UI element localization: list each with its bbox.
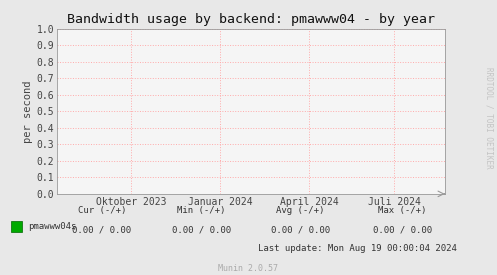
Text: pmawww04s: pmawww04s [28,222,76,231]
Text: 0.00 / 0.00: 0.00 / 0.00 [172,225,231,234]
Text: Max (-/+): Max (-/+) [378,206,427,215]
Text: 0.00 / 0.00: 0.00 / 0.00 [271,225,330,234]
Text: Avg (-/+): Avg (-/+) [276,206,325,215]
Text: RRDTOOL / TOBI OETIKER: RRDTOOL / TOBI OETIKER [484,67,493,169]
Text: Cur (-/+): Cur (-/+) [78,206,126,215]
Text: Munin 2.0.57: Munin 2.0.57 [219,264,278,273]
Text: Last update: Mon Aug 19 00:00:04 2024: Last update: Mon Aug 19 00:00:04 2024 [258,244,457,253]
Title: Bandwidth usage by backend: pmawww04 - by year: Bandwidth usage by backend: pmawww04 - b… [67,13,435,26]
Text: 0.00 / 0.00: 0.00 / 0.00 [373,225,432,234]
Y-axis label: per second: per second [22,80,33,143]
Text: 0.00 / 0.00: 0.00 / 0.00 [73,225,131,234]
Text: Min (-/+): Min (-/+) [177,206,226,215]
